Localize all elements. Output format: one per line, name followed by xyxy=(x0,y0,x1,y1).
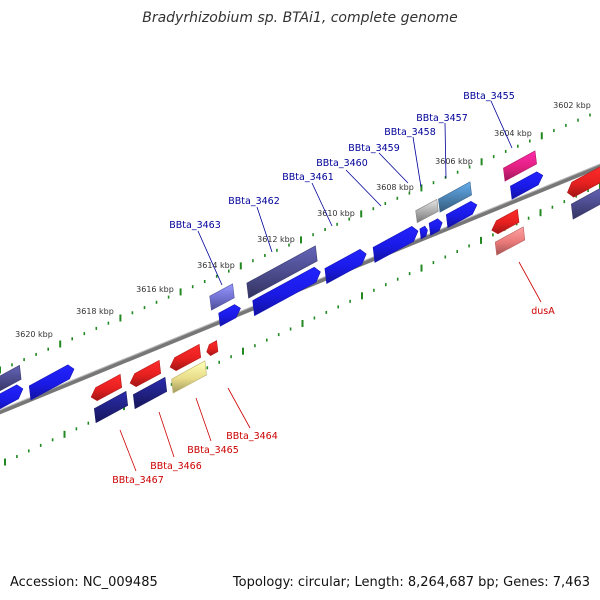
gene-bbta-3461 xyxy=(324,249,367,284)
gene-bbta-3467 xyxy=(90,373,123,402)
gene-label-forward: BBta_3460 xyxy=(316,158,368,169)
leader-line-forward xyxy=(345,169,382,207)
accession-text: Accession: NC_009485 xyxy=(10,575,158,590)
gene-slate-left-edge xyxy=(0,364,22,392)
gene-layer xyxy=(0,150,600,424)
genome-summary-text: Topology: circular; Length: 8,264,687 bp… xyxy=(232,575,590,590)
gene-label-forward: BBta_3463 xyxy=(169,220,221,231)
scale-label: 3618 kbp xyxy=(76,307,114,316)
gene-bbta-3465 xyxy=(171,360,207,394)
gene-blue-left xyxy=(28,364,75,401)
gene-bbta-3457 xyxy=(438,181,472,213)
gene-label-reverse: BBta_3465 xyxy=(187,445,239,456)
gene-bbta-3457-blue xyxy=(445,200,478,229)
upper-scale-ticks xyxy=(0,113,591,374)
leader-line-reverse xyxy=(195,397,212,442)
gene-label-reverse: BBta_3464 xyxy=(226,431,278,442)
leader-line-forward xyxy=(197,230,223,286)
leader-line-reverse xyxy=(158,411,175,458)
scale-label: 3616 kbp xyxy=(136,285,174,294)
gene-bbta-3464 xyxy=(206,340,219,356)
gene-red-right-edge xyxy=(567,166,600,198)
scale-label: 3606 kbp xyxy=(435,157,473,166)
gene-bbta-3462-blue xyxy=(252,266,321,317)
gene-bbta-3465-red xyxy=(169,343,202,372)
gene-label-forward: BBta_3459 xyxy=(348,143,400,154)
leader-line-forward xyxy=(444,122,447,179)
scale-label: 3608 kbp xyxy=(376,183,414,192)
scale-label: 3610 kbp xyxy=(317,209,355,218)
gene-bbta-3458 xyxy=(415,198,439,224)
gene-bbta-3462 xyxy=(246,245,318,299)
leader-line-forward xyxy=(311,182,333,227)
gene-bbta-3463 xyxy=(209,283,235,311)
gene-bbta-3460 xyxy=(372,226,419,263)
gene-bbta-3466-navy xyxy=(132,376,168,410)
gene-bbta-3455 xyxy=(503,150,537,182)
gene-bbta-3467-navy xyxy=(93,390,129,424)
label-layer: 3602 kbp 3604 kbp 3606 kbp 3608 kbp 3610 kbp… xyxy=(15,91,591,486)
map-title: Bradyrhizobium sp. BTAi1, complete genom… xyxy=(142,10,458,26)
gene-blue-left-edge xyxy=(0,384,24,410)
gene-dusa-light xyxy=(494,226,526,256)
gene-label-reverse: BBta_3467 xyxy=(112,475,164,486)
leader-line-reverse xyxy=(227,387,251,429)
leader-line-forward xyxy=(378,152,409,184)
leader-line-forward xyxy=(490,100,513,149)
leader-line-forward xyxy=(412,136,422,188)
gene-label-forward: BBta_3462 xyxy=(228,196,280,207)
scale-label: 3620 kbp xyxy=(15,330,53,339)
scale-label: 3604 kbp xyxy=(494,129,532,138)
gene-label-reverse: BBta_3466 xyxy=(150,461,202,472)
gene-bbta-3463-blue xyxy=(218,304,241,327)
scale-label: 3612 kbp xyxy=(257,235,295,244)
scale-label: 3602 kbp xyxy=(553,101,591,110)
leader-line-forward xyxy=(256,206,273,253)
gene-label-forward: BBta_3458 xyxy=(384,127,436,138)
gene-bbta-3466 xyxy=(129,359,162,388)
scale-label: 3614 kbp xyxy=(197,261,235,270)
gene-small-blue-b xyxy=(419,225,428,240)
gene-blue-3455-lower xyxy=(510,171,544,200)
gene-label-forward: BBta_3455 xyxy=(463,91,515,102)
gene-slate-right-edge xyxy=(570,188,600,220)
gene-dusa xyxy=(491,208,520,235)
gene-label-reverse: dusA xyxy=(531,306,555,317)
gene-label-forward: BBta_3457 xyxy=(416,113,468,124)
gene-label-forward: BBta_3461 xyxy=(282,172,334,183)
gene-small-blue-a xyxy=(428,218,443,236)
leader-line-reverse xyxy=(518,261,542,303)
leader-line-reverse xyxy=(119,429,137,472)
